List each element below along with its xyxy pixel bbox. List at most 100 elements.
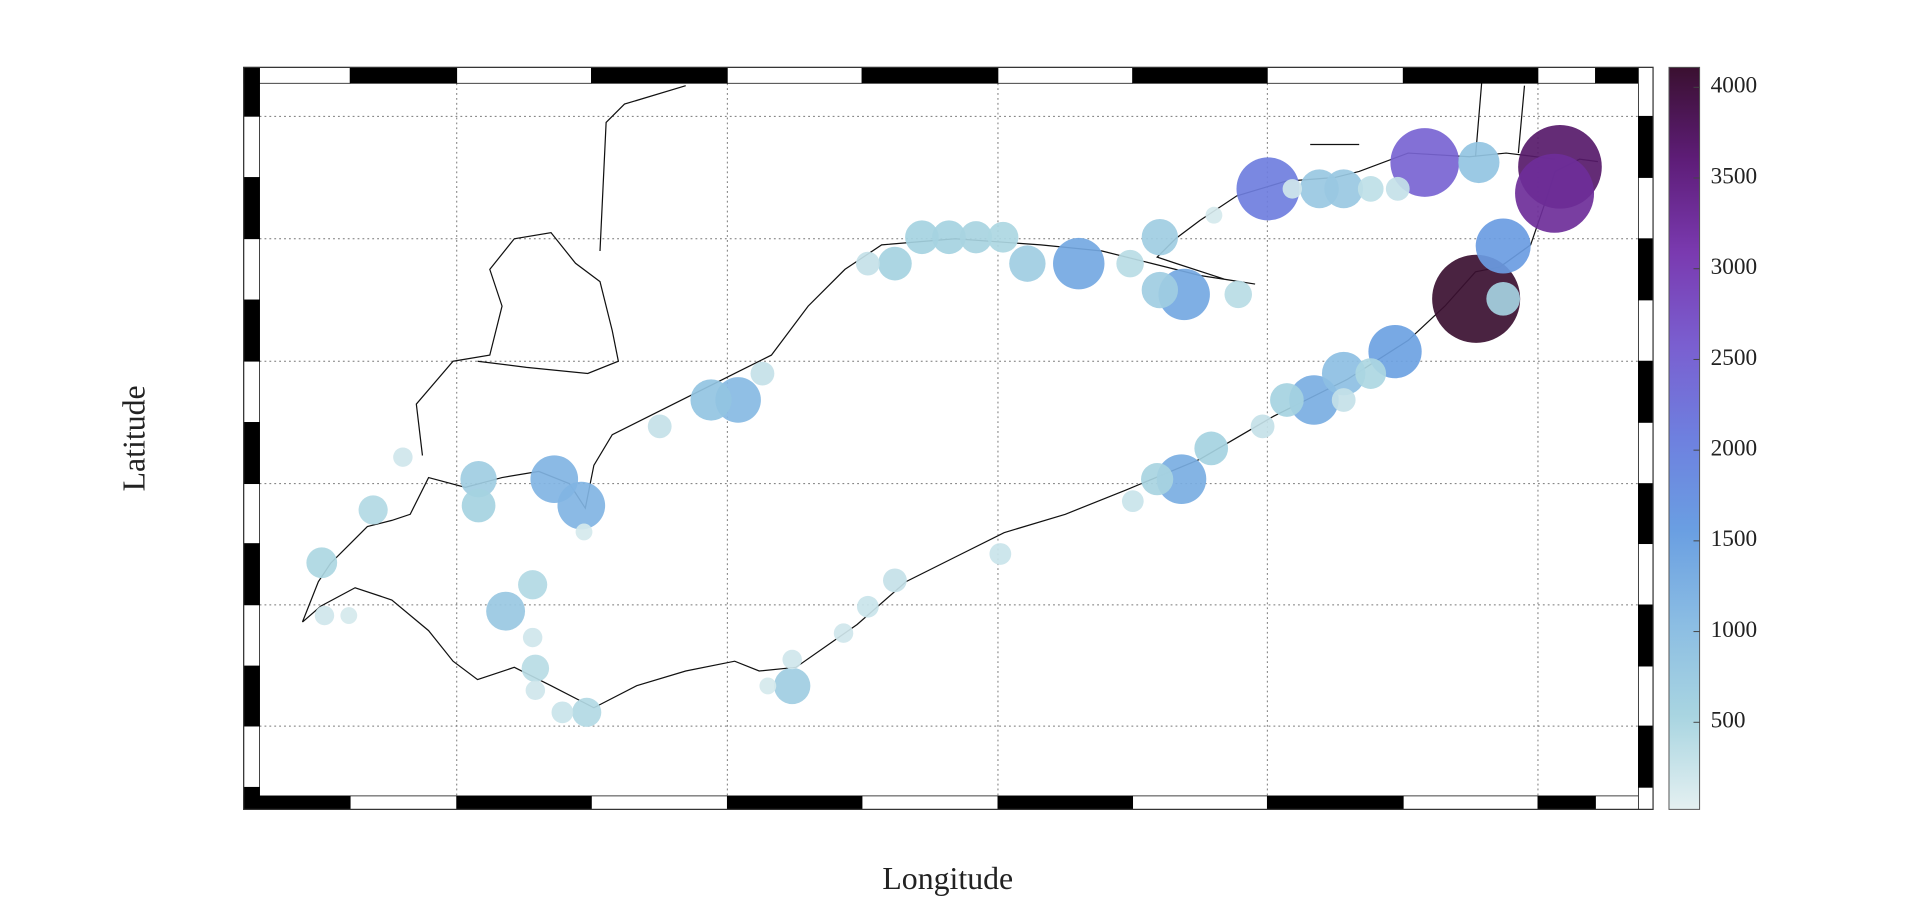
- frame-segment: [1638, 66, 1654, 117]
- bubble: [1299, 169, 1339, 209]
- frame-segment: [861, 795, 999, 810]
- frame-segment: [1638, 665, 1654, 727]
- bubble: [1116, 249, 1144, 278]
- colorbar-tick-label: 3500: [1711, 163, 1758, 189]
- bubble: [878, 246, 912, 281]
- frame-segment: [1638, 115, 1654, 178]
- colorbar-ticks: 500 1000 1500 2000 2500 3000 3500 4000: [1693, 73, 1757, 734]
- bubble: [1141, 463, 1174, 496]
- frame-segment: [243, 786, 260, 810]
- bubble: [557, 481, 606, 530]
- bubble: [1515, 153, 1595, 233]
- frame-segment: [1638, 422, 1654, 485]
- bubble: [1194, 431, 1229, 466]
- frame-segment: [456, 795, 592, 810]
- colorbar-tick-label: 2500: [1711, 345, 1758, 371]
- bubble: [1385, 176, 1410, 201]
- colorbar-tick-label: 4000: [1711, 73, 1758, 99]
- plot-area: [259, 83, 1639, 796]
- bubble: [773, 667, 811, 705]
- frame-segment: [243, 665, 260, 727]
- colorbar: [1668, 66, 1701, 810]
- frame-segment: [243, 66, 260, 117]
- bubble: [987, 221, 1019, 253]
- bubble: [460, 460, 497, 498]
- frame-segment: [1638, 238, 1654, 301]
- bubble: [461, 488, 496, 523]
- frame-segment: [243, 604, 260, 667]
- colorbar-tick-label: 2000: [1711, 435, 1758, 461]
- bubble: [959, 221, 993, 254]
- bubble: [833, 623, 854, 643]
- bubble: [1053, 237, 1105, 290]
- frame-segment: [243, 360, 260, 423]
- frame-segment: [1266, 795, 1404, 810]
- bubble: [393, 447, 413, 467]
- frame-segment: [1266, 66, 1404, 84]
- frame-segment: [1402, 66, 1539, 84]
- frame-segment: [861, 66, 999, 84]
- bubble: [1205, 206, 1223, 224]
- bubble: [1486, 281, 1521, 316]
- frame-segment: [591, 66, 728, 84]
- frame-segment: [349, 66, 458, 84]
- bubble: [905, 220, 939, 255]
- bubble: [883, 568, 907, 593]
- frame-segment: [243, 238, 260, 301]
- bubble: [782, 649, 802, 670]
- frame-segment: [243, 725, 260, 788]
- frame-segment: [726, 66, 863, 84]
- bubble: [1009, 245, 1046, 282]
- bubble: [1224, 280, 1253, 309]
- bubble: [989, 543, 1012, 565]
- bubble: [1331, 388, 1356, 412]
- bubble: [1289, 375, 1339, 425]
- colorbar-tick-label: 3000: [1711, 254, 1758, 280]
- frame-segment: [456, 66, 592, 84]
- frame-segment: [243, 177, 260, 240]
- bubble: [575, 523, 593, 541]
- frame-segment: [243, 115, 260, 178]
- frame-segment: [1132, 795, 1268, 810]
- bubble: [1141, 271, 1179, 309]
- bubble: [932, 220, 966, 255]
- frame-segment: [349, 795, 458, 810]
- bubble: [759, 677, 777, 695]
- bubble: [314, 605, 335, 626]
- frame-segment: [1402, 795, 1539, 810]
- frame-segment: [1537, 66, 1596, 84]
- bubble: [1250, 414, 1275, 439]
- bubble: [306, 547, 338, 579]
- bubble: [750, 361, 775, 386]
- frame-segment: [726, 795, 863, 810]
- frame-segment: [1638, 604, 1654, 667]
- frame-segment: [1638, 725, 1654, 788]
- bubble: [1357, 175, 1384, 202]
- frame-segment: [997, 795, 1134, 810]
- bubbles: [306, 125, 1602, 727]
- bubble: [340, 607, 358, 624]
- bubble: [1321, 351, 1366, 396]
- frame-segment: [1537, 795, 1596, 810]
- frame-segment: [1132, 66, 1268, 84]
- frame-outline: [243, 66, 1654, 810]
- bubble: [1390, 128, 1460, 197]
- frame-segment: [243, 483, 260, 545]
- bubble: [572, 697, 602, 727]
- bubble: [1141, 219, 1179, 256]
- bubble: [518, 570, 548, 600]
- bubble: [1475, 218, 1531, 274]
- frame-segment: [243, 299, 260, 362]
- bubble: [1156, 454, 1207, 504]
- frame-segment: [1638, 543, 1654, 606]
- rivers: [415, 83, 1526, 456]
- colorbar-tick-label: 1000: [1711, 617, 1758, 643]
- x-axis-title: Longitude: [882, 861, 1013, 896]
- bubble: [551, 701, 574, 724]
- bubble: [522, 627, 543, 648]
- bubble: [1270, 383, 1304, 417]
- frame-segment: [1638, 299, 1654, 362]
- bubble: [857, 595, 879, 618]
